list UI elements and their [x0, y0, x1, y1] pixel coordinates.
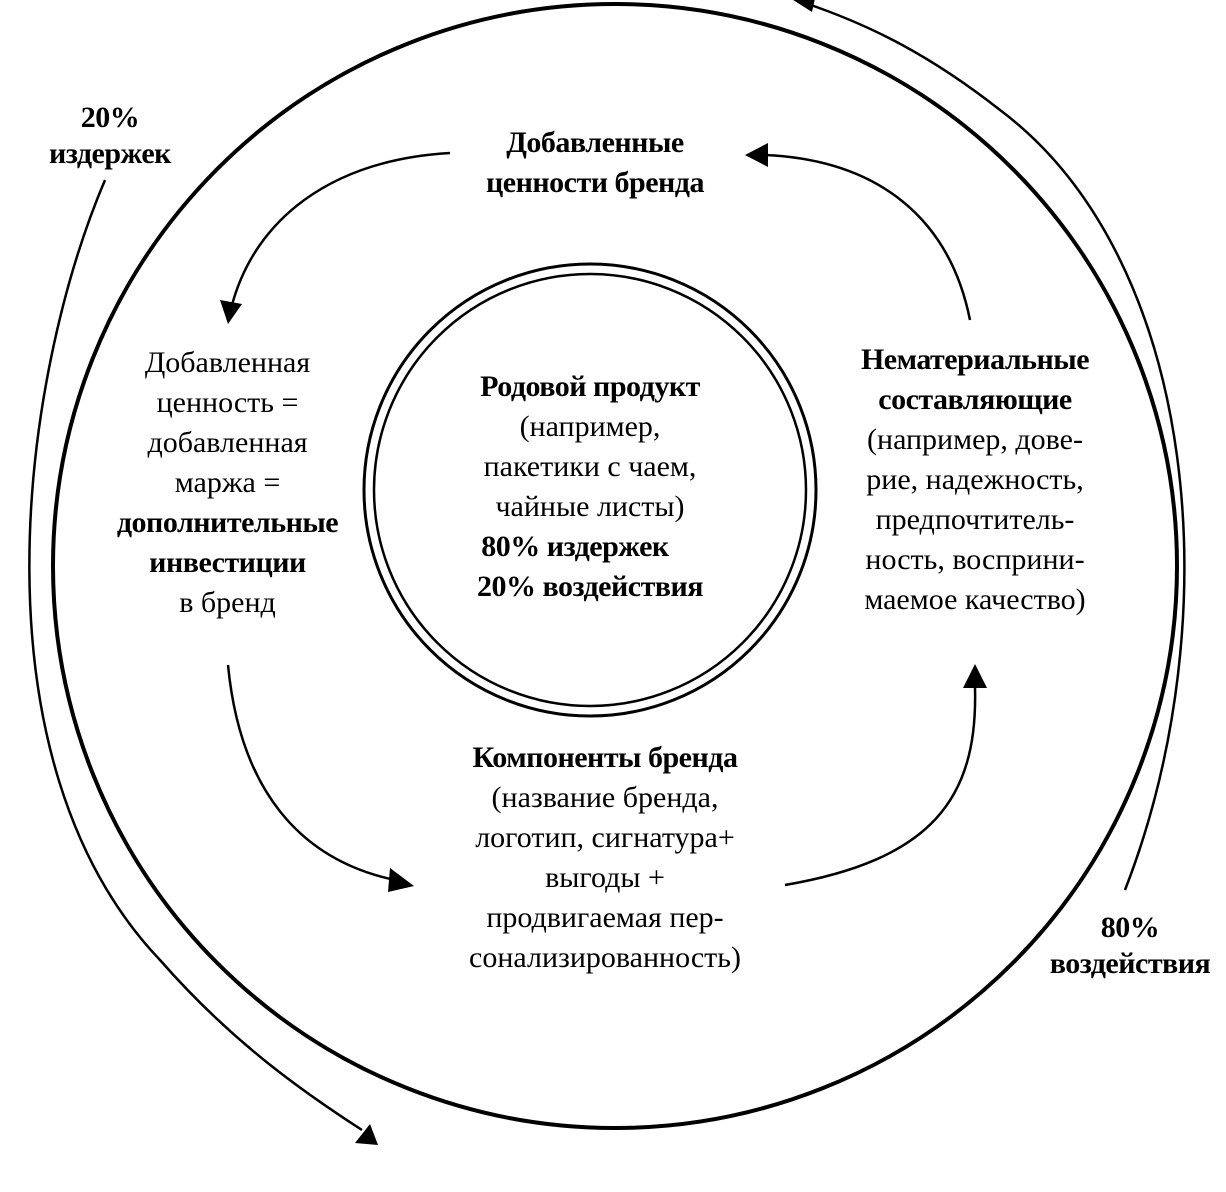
- arrow-left-to-bottom: [226, 664, 396, 882]
- left-node-line: в бренд: [179, 586, 276, 619]
- outer-ring: [51, 2, 1179, 1130]
- outer-left-label: 20% издержек: [30, 98, 190, 174]
- arrowhead-bottom: [388, 868, 414, 892]
- right-node-bold-line: составляющие: [878, 383, 1072, 416]
- center-node: Родовой продукт (например, пакетики с ча…: [420, 367, 760, 607]
- right-node: Нематериальные составляющие (например, д…: [820, 340, 1130, 620]
- left-node-bold-line: инвестиции: [149, 546, 306, 579]
- center-node-stat: 20% воздействия: [476, 570, 704, 603]
- left-node-line: маржа =: [174, 466, 281, 499]
- top-node: Добавленные ценности бренда: [440, 123, 750, 203]
- center-node-line: (например,: [519, 410, 661, 443]
- left-node-line: ценность =: [156, 386, 299, 419]
- right-node-line: маемое качество): [864, 583, 1086, 616]
- core-ring-outer: [362, 262, 818, 718]
- outer-cost-arrowhead: [355, 1124, 378, 1145]
- left-node-bold-line: дополнительные: [116, 506, 339, 539]
- center-node-line: пакетики с чаем,: [483, 450, 697, 483]
- arrow-right-to-top: [764, 153, 972, 321]
- center-node-title: Родовой продукт: [480, 370, 700, 403]
- bottom-node-line: выгоды +: [545, 861, 665, 894]
- left-node-line: добавленная: [147, 426, 308, 459]
- left-node: Добавленная ценность = добавленная маржа…: [85, 343, 370, 623]
- arrowhead-left: [220, 300, 242, 324]
- center-node-stat: 80% издержек: [481, 530, 669, 563]
- outer-cost-arrow: [28, 179, 363, 1132]
- bottom-node-line: логотип, сигнатура+: [475, 821, 735, 854]
- arrowhead-top: [745, 143, 768, 167]
- right-node-bold-line: Нематериальные: [860, 343, 1090, 376]
- outer-left-label-line: 20%: [80, 101, 140, 134]
- bottom-node: Компоненты бренда (название бренда, лого…: [420, 738, 790, 978]
- bottom-node-line: продвигаемая пер-: [486, 901, 724, 934]
- outer-impact-arrow: [804, 1, 1186, 891]
- arrowhead-right: [963, 664, 987, 688]
- arrow-top-to-left: [230, 151, 451, 306]
- outer-right-label: 80% воздействия: [1030, 908, 1226, 984]
- center-node-line: чайные листы): [495, 490, 685, 523]
- right-node-line: предпочтитель-: [875, 503, 1075, 536]
- left-node-line: Добавленная: [144, 346, 311, 379]
- outer-left-label-line: издержек: [49, 137, 171, 170]
- bottom-node-line: (название бренда,: [491, 781, 719, 814]
- top-node-line: Добавленные: [506, 126, 684, 159]
- right-node-line: (например, дове-: [867, 423, 1083, 456]
- arrow-bottom-to-right: [784, 687, 977, 887]
- bottom-node-line: сонализированность): [469, 941, 741, 974]
- outer-right-label-line: 80%: [1100, 911, 1160, 944]
- right-node-line: рие, надежность,: [866, 463, 1084, 496]
- top-node-line: ценности бренда: [486, 166, 704, 199]
- right-node-line: ность, восприни-: [865, 543, 1085, 576]
- outer-right-label-line: воздействия: [1049, 947, 1211, 980]
- core-ring-inner: [372, 272, 808, 708]
- bottom-node-title: Компоненты бренда: [472, 741, 738, 774]
- outer-impact-arrowhead: [793, 0, 815, 12]
